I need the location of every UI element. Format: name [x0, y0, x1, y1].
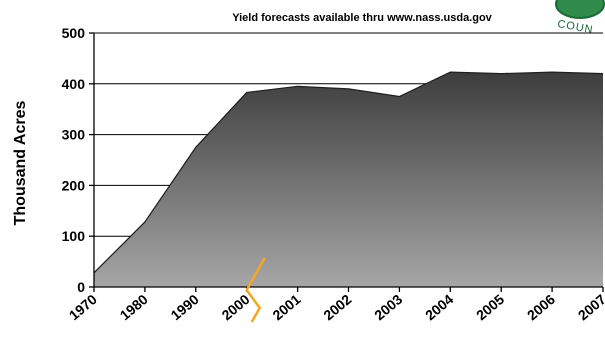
x-tick-label: 2007: [575, 291, 605, 323]
x-tick-label: 2003: [371, 291, 405, 323]
x-tick-label: 2001: [269, 291, 303, 323]
x-tick-label: 1970: [66, 291, 100, 323]
logo: COUN: [555, 0, 605, 36]
series-line: [93, 71, 604, 274]
x-tick-label: 2006: [524, 291, 558, 323]
y-tick-label: 400: [62, 76, 86, 92]
x-tick-labels: 1970 1980 1990 2000 2001 2002 2003 2004 2005 2006…: [66, 291, 605, 323]
chart-annotation: Yield forecasts available thru www.nass.…: [232, 12, 492, 24]
y-tick-label: 100: [62, 228, 86, 244]
x-tick-label: 2005: [473, 291, 507, 323]
y-tick-label: 200: [62, 177, 86, 193]
y-tick-label: 0: [77, 279, 85, 295]
axis-layer: [89, 32, 604, 292]
x-tick-label: 2000: [218, 291, 252, 323]
logo-text: COUN: [556, 18, 594, 36]
x-tick-label: 2002: [320, 291, 354, 323]
x-tick-label: 2004: [422, 291, 456, 323]
x-tick-label: 1980: [117, 291, 151, 323]
series-area: [94, 72, 603, 288]
y-tick-labels: 0 100 200 300 400 500: [62, 25, 86, 295]
logo-emblem: [555, 0, 605, 19]
y-tick-label: 300: [62, 127, 86, 143]
y-tick-label: 500: [62, 25, 86, 41]
axis-break-marker: [245, 257, 266, 323]
x-tick-label: 1990: [168, 291, 202, 323]
y-axis-title: Thousand Acres: [12, 101, 29, 226]
